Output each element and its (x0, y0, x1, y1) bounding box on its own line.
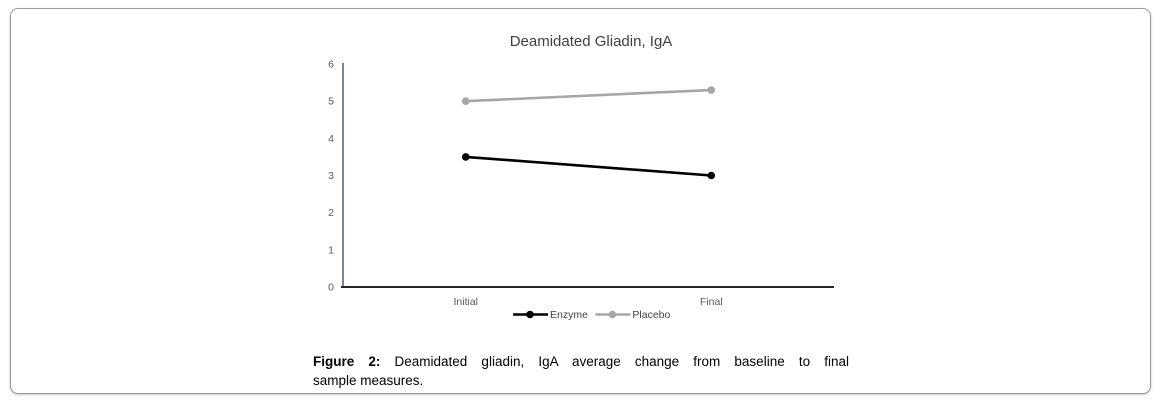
legend-marker-placebo (608, 310, 617, 319)
figure-caption-text: Deamidated gliadin, IgA average change f… (394, 354, 849, 369)
chart-area: Deamidated Gliadin, IgA 0 1 2 3 4 5 6 Initial Fin… (303, 16, 868, 336)
series-marker-placebo (707, 86, 716, 94)
y-tick-label: 0 (328, 282, 334, 294)
chart-title: Deamidated Gliadin, IgA (510, 33, 673, 50)
figure-caption-line1: Figure 2: Deamidated gliadin, IgA averag… (313, 353, 849, 372)
series-line-enzyme (465, 155, 712, 177)
figure-caption: Figure 2: Deamidated gliadin, IgA averag… (313, 353, 849, 390)
x-category-label: Final (700, 296, 723, 308)
series-line-placebo (465, 88, 712, 103)
legend-label-placebo: Placebo (632, 309, 670, 321)
legend-label-enzyme: Enzyme (550, 309, 588, 321)
figure-caption-text2: sample measures. (313, 372, 424, 388)
y-tick-label: 6 (328, 59, 334, 71)
y-tick-label: 3 (328, 170, 334, 182)
series-marker-placebo (461, 97, 470, 105)
series-marker-enzyme (461, 153, 470, 161)
y-tick-label: 2 (328, 207, 334, 219)
y-tick-label: 4 (328, 133, 334, 145)
figure-caption-label: Figure 2: (313, 354, 381, 369)
y-tick-label: 1 (328, 244, 334, 256)
figure-caption-line2: sample measures. (313, 372, 849, 391)
series-marker-enzyme (707, 171, 716, 180)
y-tick-label: 5 (328, 96, 334, 108)
line-chart-svg: Deamidated Gliadin, IgA 0 1 2 3 4 5 6 Initial Fin… (328, 33, 834, 321)
legend-marker-enzyme (526, 310, 534, 319)
figure-panel (10, 8, 1151, 394)
x-category-label: Initial (453, 296, 478, 308)
